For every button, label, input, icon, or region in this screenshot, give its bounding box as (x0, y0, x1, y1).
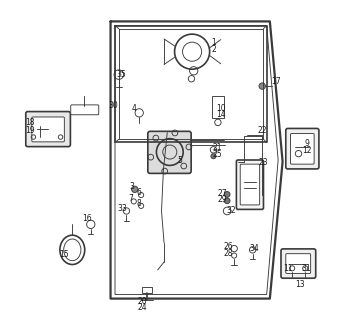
Text: 11: 11 (283, 264, 292, 273)
Text: 31: 31 (301, 264, 311, 274)
Bar (212, 96, 224, 118)
Text: 10: 10 (216, 104, 226, 113)
Circle shape (224, 192, 230, 197)
Text: 28: 28 (224, 249, 233, 258)
Text: 13: 13 (296, 280, 305, 289)
Text: 4: 4 (131, 104, 136, 113)
Text: 5: 5 (177, 156, 182, 165)
Text: 14: 14 (216, 110, 226, 119)
Circle shape (211, 154, 216, 159)
FancyBboxPatch shape (291, 133, 314, 164)
Text: 25: 25 (213, 150, 222, 159)
Text: 16: 16 (82, 214, 92, 223)
Text: 6: 6 (136, 188, 141, 197)
Text: 2: 2 (211, 44, 216, 54)
Text: 30: 30 (109, 101, 118, 110)
Text: 33: 33 (118, 204, 127, 213)
Text: 9: 9 (304, 139, 309, 148)
Text: 15: 15 (59, 251, 68, 260)
FancyBboxPatch shape (237, 160, 264, 209)
FancyBboxPatch shape (32, 117, 64, 142)
Text: 1: 1 (211, 38, 216, 47)
Text: 21: 21 (213, 143, 222, 152)
FancyBboxPatch shape (26, 112, 71, 147)
FancyBboxPatch shape (240, 164, 260, 205)
Text: 34: 34 (249, 244, 259, 253)
Text: 24: 24 (138, 303, 147, 312)
Circle shape (259, 83, 265, 89)
Text: 7: 7 (129, 194, 134, 204)
FancyBboxPatch shape (286, 128, 319, 169)
FancyBboxPatch shape (71, 105, 99, 115)
Text: 20: 20 (138, 297, 147, 306)
Text: 22: 22 (257, 126, 267, 135)
FancyBboxPatch shape (286, 254, 311, 273)
FancyBboxPatch shape (148, 131, 191, 173)
Text: 35: 35 (116, 70, 126, 79)
Text: 23: 23 (259, 158, 268, 167)
Text: 12: 12 (302, 146, 311, 155)
Text: 19: 19 (25, 126, 35, 135)
Text: 29: 29 (217, 195, 227, 204)
Text: 8: 8 (136, 199, 141, 208)
Bar (143, 287, 152, 293)
Text: 17: 17 (271, 77, 281, 86)
FancyBboxPatch shape (281, 249, 316, 278)
Text: 26: 26 (224, 242, 233, 251)
Circle shape (131, 186, 138, 193)
Text: 18: 18 (25, 118, 34, 127)
Circle shape (224, 198, 230, 204)
Text: 27: 27 (217, 189, 227, 198)
Text: 32: 32 (227, 206, 237, 215)
Text: 3: 3 (129, 182, 134, 191)
